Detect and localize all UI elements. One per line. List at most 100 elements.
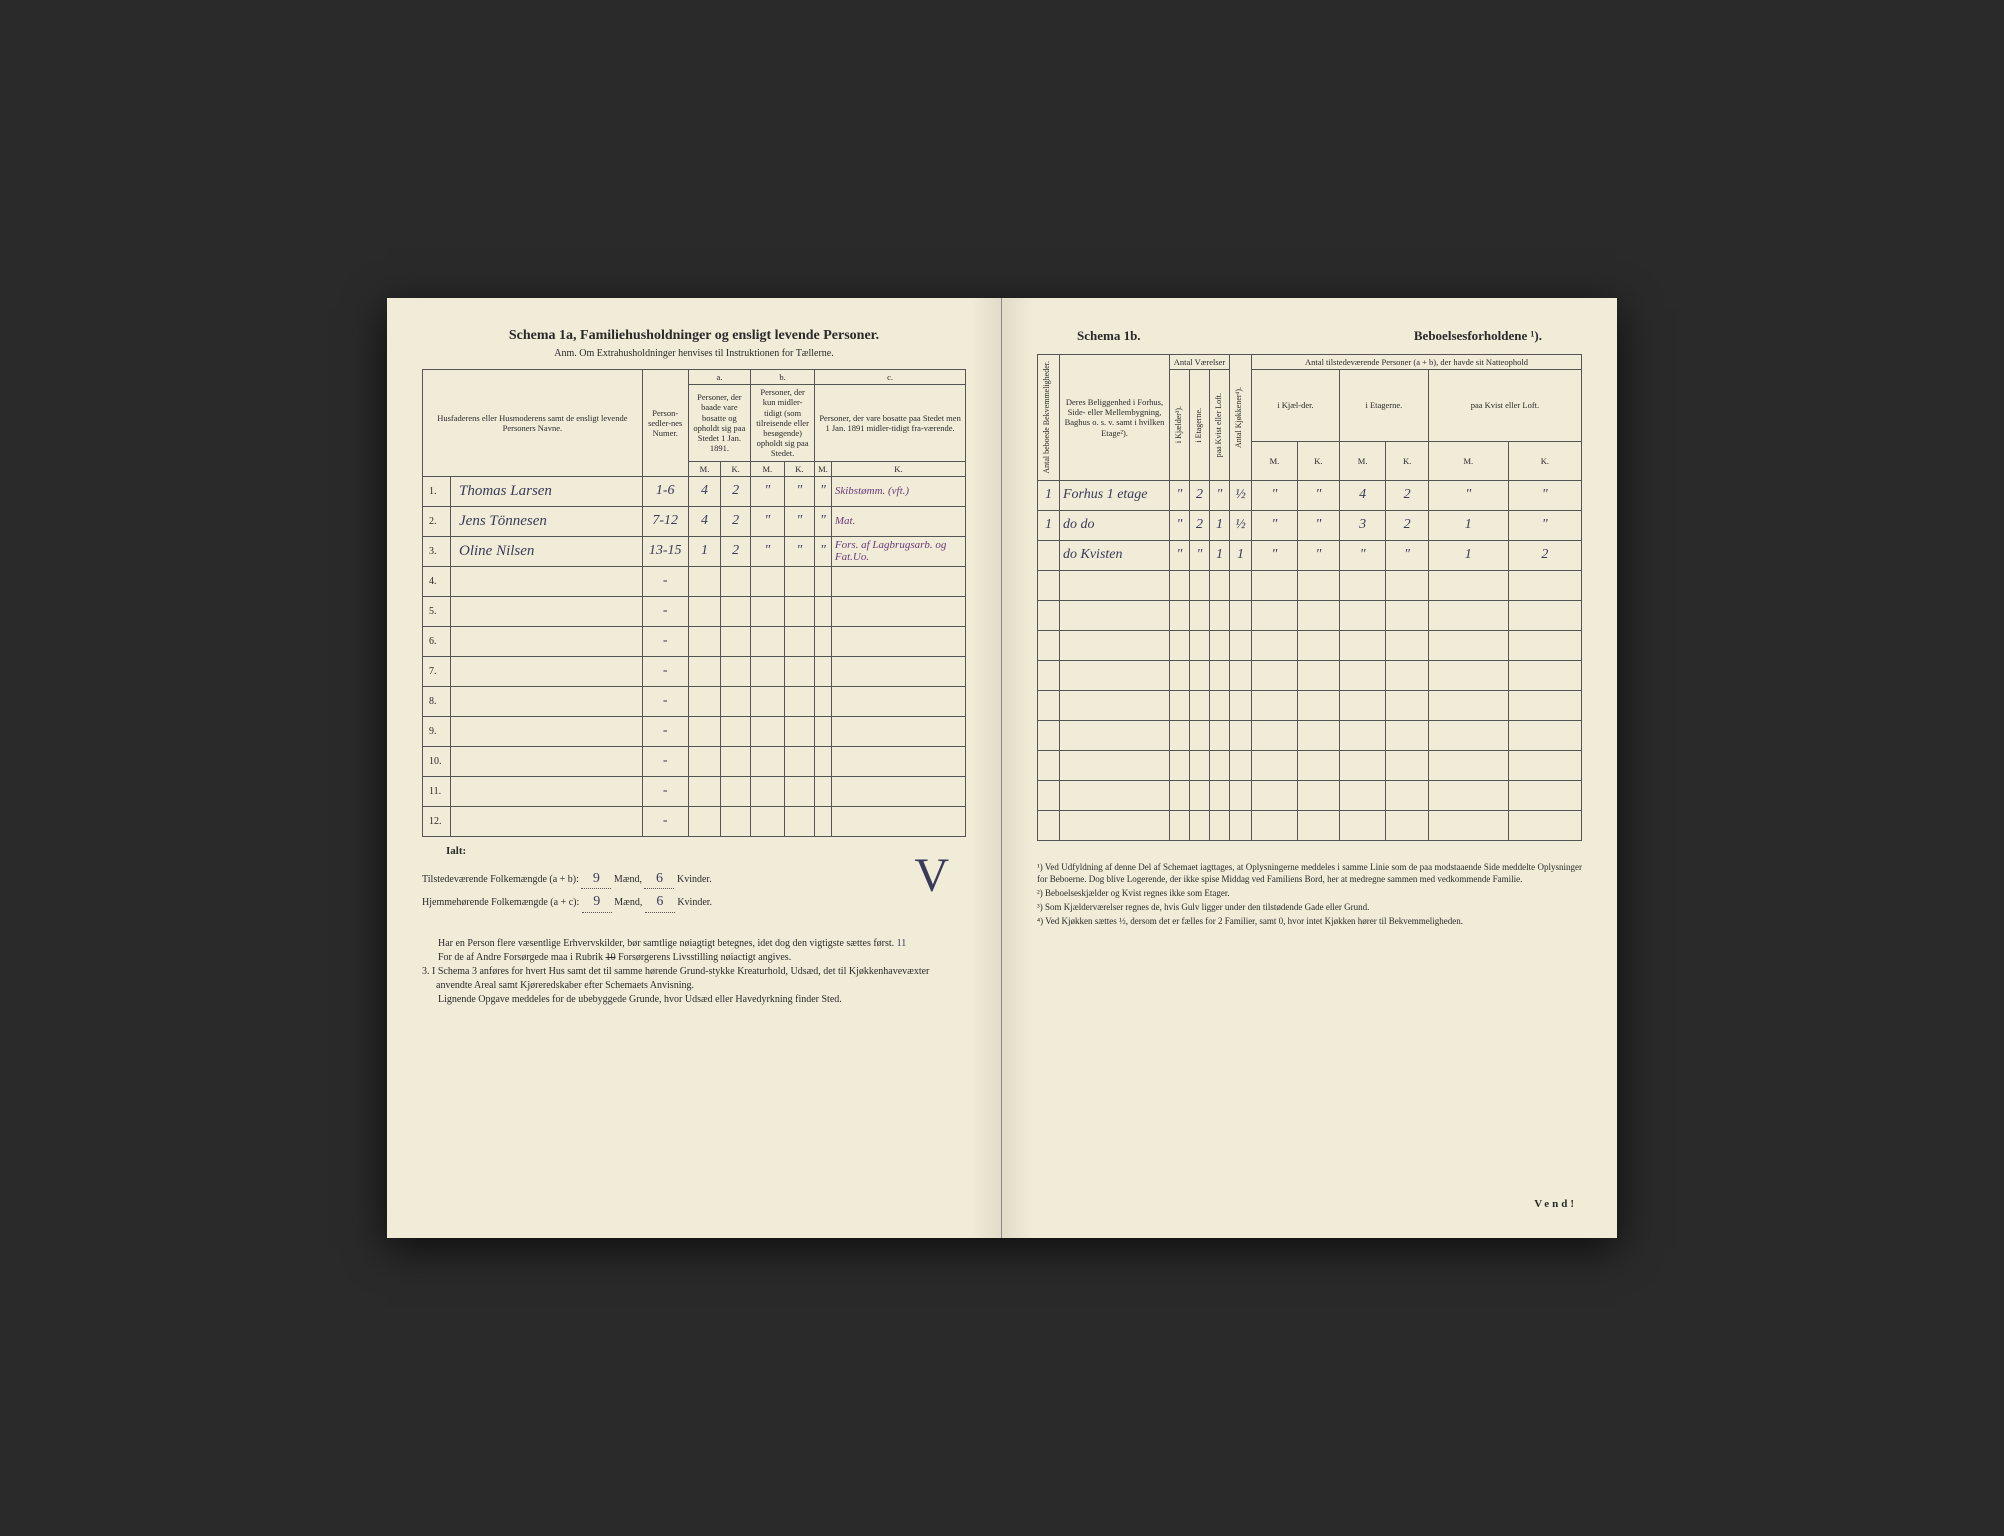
cell-v2 xyxy=(1190,570,1210,600)
cell-v1 xyxy=(1170,750,1190,780)
hjemme-m-value: 9 xyxy=(582,892,612,913)
row-number: 3. xyxy=(423,536,451,566)
cell-v3 xyxy=(1210,750,1230,780)
person-numer: - xyxy=(642,626,688,656)
person-numer: 7-12 xyxy=(642,506,688,536)
tilst-m-unit: Mænd, xyxy=(614,874,642,885)
cell-kj xyxy=(1230,600,1252,630)
table-row xyxy=(1038,780,1582,810)
cell-b-k: " xyxy=(784,506,815,536)
table-row: 11. - xyxy=(423,776,966,806)
cell-a-k xyxy=(721,626,751,656)
table-row xyxy=(1038,630,1582,660)
row-number: 6. xyxy=(423,626,451,656)
cell-v2 xyxy=(1190,750,1210,780)
cell-c-m xyxy=(815,566,832,596)
person-numer: - xyxy=(642,656,688,686)
cell-v1 xyxy=(1170,630,1190,660)
cell-t2m xyxy=(1339,780,1385,810)
cell-t2k: 2 xyxy=(1386,480,1429,510)
footer-p1-hand: 11 xyxy=(897,938,907,949)
cell-t3m: 1 xyxy=(1428,510,1508,540)
cell-t3m xyxy=(1428,750,1508,780)
cell-a-k: 2 xyxy=(721,536,751,566)
cell-bekv xyxy=(1038,690,1060,720)
cell-v2 xyxy=(1190,630,1210,660)
cell-b-m xyxy=(751,626,784,656)
cell-c-k xyxy=(831,746,965,776)
cell-kj xyxy=(1230,750,1252,780)
header-a-k: K. xyxy=(721,461,751,476)
cell-v3 xyxy=(1210,600,1230,630)
header-v-kjælder: i Kjælder³). xyxy=(1173,402,1185,447)
cell-v1 xyxy=(1170,660,1190,690)
cell-t3m: 1 xyxy=(1428,540,1508,570)
cell-t3m xyxy=(1428,720,1508,750)
cell-v1 xyxy=(1170,780,1190,810)
cell-t3k xyxy=(1508,630,1581,660)
cell-t3m xyxy=(1428,570,1508,600)
cell-location xyxy=(1060,780,1170,810)
cell-t3k xyxy=(1508,810,1581,840)
table-row xyxy=(1038,750,1582,780)
cell-a-m xyxy=(688,746,721,776)
cell-c-k: Mat. xyxy=(831,506,965,536)
header-t-kvist: paa Kvist eller Loft. xyxy=(1428,370,1581,442)
cell-t3k xyxy=(1508,600,1581,630)
cell-bekv xyxy=(1038,540,1060,570)
cell-t3k xyxy=(1508,750,1581,780)
cell-t2m xyxy=(1339,660,1385,690)
cell-c-k xyxy=(831,686,965,716)
person-numer: - xyxy=(642,746,688,776)
person-name xyxy=(451,566,643,596)
footer-p3-num: 3. xyxy=(422,966,430,977)
cell-t1m xyxy=(1252,630,1298,660)
cell-v1 xyxy=(1170,720,1190,750)
cell-b-k: " xyxy=(784,536,815,566)
cell-t1m xyxy=(1252,660,1298,690)
cell-b-k xyxy=(784,626,815,656)
header-t3-k: K. xyxy=(1508,441,1581,480)
footer-p1: Har en Person flere væsentlige Erhvervsk… xyxy=(438,938,897,949)
cell-c-m xyxy=(815,626,832,656)
cell-v2: " xyxy=(1190,540,1210,570)
cell-t2k xyxy=(1386,600,1429,630)
cell-v2: 2 xyxy=(1190,510,1210,540)
row-number: 1. xyxy=(423,476,451,506)
cell-t2m xyxy=(1339,690,1385,720)
header-kjokkener: Antal Kjøkkener⁴). xyxy=(1233,383,1245,452)
header-numer: Person-sedler-nes Numer. xyxy=(642,370,688,477)
cell-b-m xyxy=(751,746,784,776)
cell-a-m xyxy=(688,596,721,626)
cell-b-m xyxy=(751,686,784,716)
cell-v1 xyxy=(1170,810,1190,840)
header-a-text: Personer, der baade vare bosatte og opho… xyxy=(688,385,750,461)
hjemme-k-value: 6 xyxy=(645,892,675,913)
person-numer: - xyxy=(642,566,688,596)
cell-t1k xyxy=(1297,600,1339,630)
cell-kj xyxy=(1230,720,1252,750)
cell-b-k xyxy=(784,686,815,716)
table-row xyxy=(1038,600,1582,630)
cell-a-k: 2 xyxy=(721,506,751,536)
table-row: 3. Oline Nilsen 13-15 1 2 " " " Fors. af… xyxy=(423,536,966,566)
person-name: Jens Tönnesen xyxy=(451,506,643,536)
cell-location xyxy=(1060,660,1170,690)
cell-c-m xyxy=(815,656,832,686)
cell-t1m: " xyxy=(1252,480,1298,510)
cell-a-m: 4 xyxy=(688,506,721,536)
cell-t2k xyxy=(1386,720,1429,750)
table-row: 1. Thomas Larsen 1-6 4 2 " " " Skibstømm… xyxy=(423,476,966,506)
cell-v1 xyxy=(1170,690,1190,720)
cell-t3k xyxy=(1508,720,1581,750)
cell-a-k xyxy=(721,596,751,626)
cell-b-k xyxy=(784,566,815,596)
cell-b-k: " xyxy=(784,476,815,506)
header-tilstedevaerende: Antal tilstedeværende Personer (a + b), … xyxy=(1252,355,1582,370)
table-row xyxy=(1038,570,1582,600)
table-row: 4. - xyxy=(423,566,966,596)
cell-c-k xyxy=(831,716,965,746)
cell-a-m xyxy=(688,626,721,656)
hjemme-m-unit: Mænd, xyxy=(614,897,642,908)
schema-1a-title: Schema 1a, Familiehusholdninger og ensli… xyxy=(422,328,966,344)
